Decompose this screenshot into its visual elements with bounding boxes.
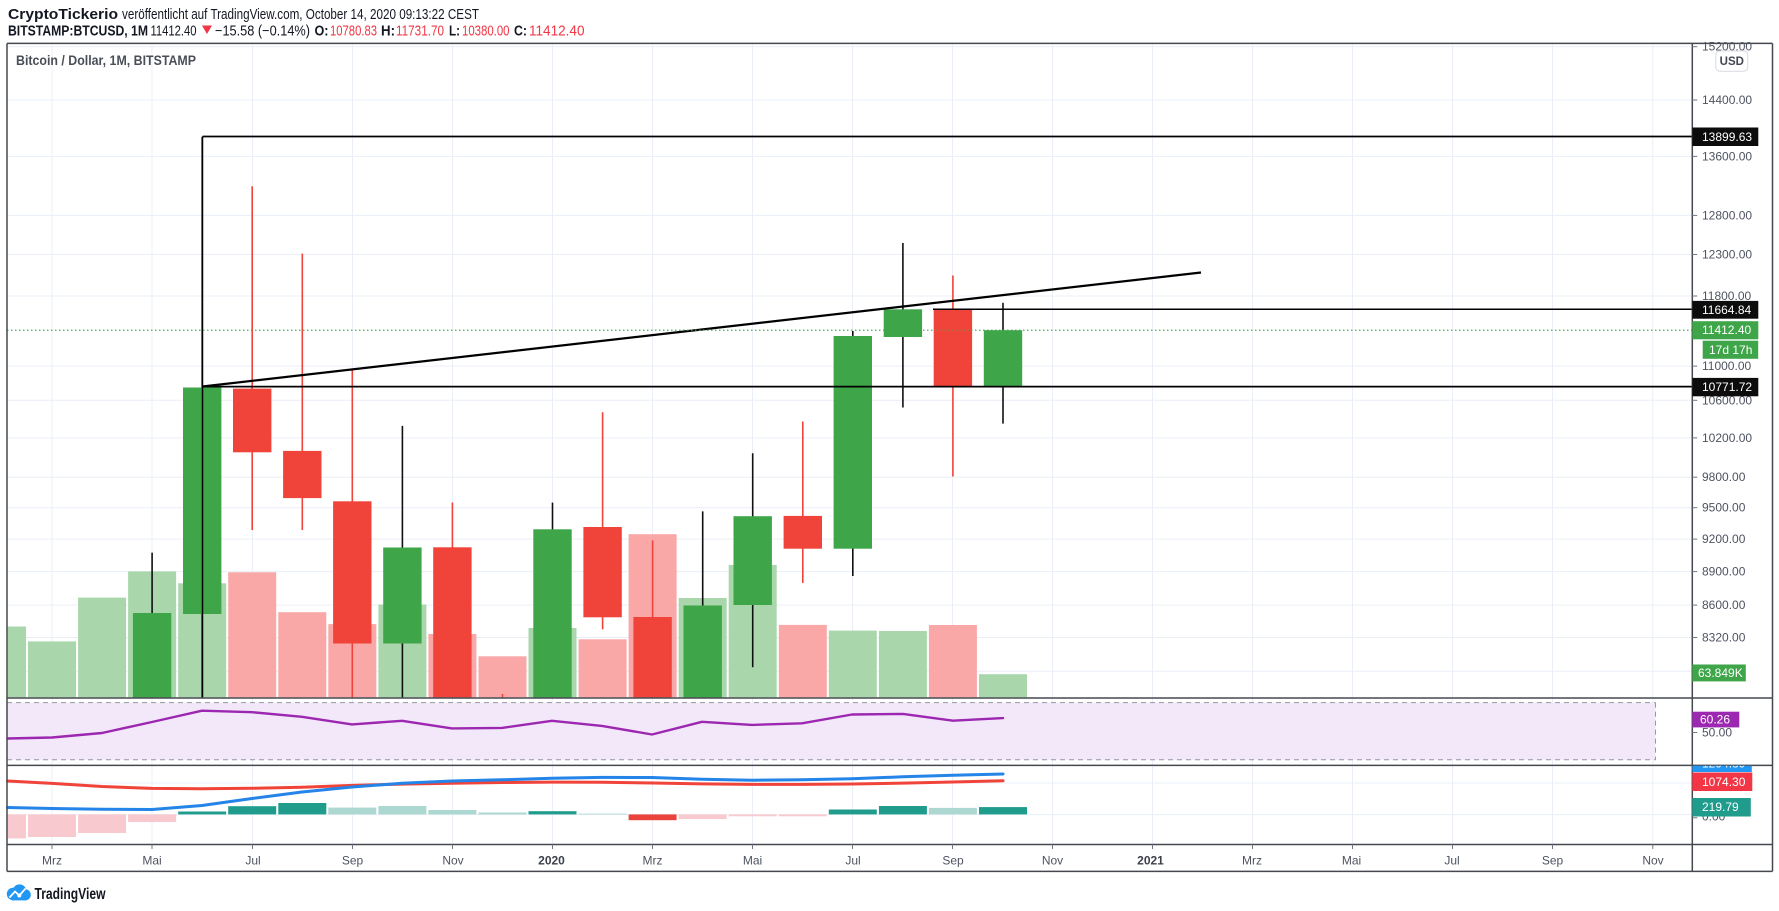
svg-text:Bitcoin / Dollar, 1M, BITSTAMP: Bitcoin / Dollar, 1M, BITSTAMP [16,53,196,68]
svg-text:Mai: Mai [1342,854,1361,868]
svg-text:8320.00: 8320.00 [1702,631,1746,645]
svg-text:63.849K: 63.849K [1698,666,1743,680]
svg-text:H:: H: [381,24,395,40]
svg-text:USD: USD [1720,56,1744,68]
svg-text:8600.00: 8600.00 [1702,598,1746,612]
svg-text:11412.40: 11412.40 [529,24,585,40]
svg-text:Mrz: Mrz [643,854,663,868]
svg-text:Sep: Sep [942,854,964,868]
svg-text:BITSTAMP:BTCUSD, 1M: BITSTAMP:BTCUSD, 1M [8,24,148,40]
svg-text:Mrz: Mrz [1242,854,1262,868]
svg-text:9500.00: 9500.00 [1702,501,1746,515]
svg-text:219.79: 219.79 [1702,800,1739,814]
svg-text:14400.00: 14400.00 [1702,93,1752,107]
svg-text:13899.63: 13899.63 [1702,130,1752,144]
svg-text:9200.00: 9200.00 [1702,532,1746,546]
svg-text:Nov: Nov [1642,854,1663,868]
svg-text:10200.00: 10200.00 [1702,431,1752,445]
svg-text:O:: O: [315,24,329,40]
svg-text:CryptoTickerio: CryptoTickerio [8,7,118,23]
svg-text:11664.84: 11664.84 [1702,303,1751,317]
svg-text:Mai: Mai [142,854,161,868]
svg-text:15200.00: 15200.00 [1702,40,1752,54]
svg-text:10771.72: 10771.72 [1702,380,1752,394]
svg-text:50.00: 50.00 [1702,726,1732,740]
svg-text:Jul: Jul [1444,854,1459,868]
svg-text:Nov: Nov [442,854,463,868]
svg-text:11000.00: 11000.00 [1702,359,1751,373]
svg-text:10380.00: 10380.00 [462,24,510,40]
svg-text:2020: 2020 [538,854,565,868]
svg-text:8900.00: 8900.00 [1702,565,1746,579]
svg-text:C:: C: [514,24,527,40]
svg-text:Jul: Jul [245,854,260,868]
svg-text:Mai: Mai [743,854,762,868]
svg-text:12800.00: 12800.00 [1702,208,1752,222]
svg-text:13600.00: 13600.00 [1702,149,1752,163]
svg-text:L:: L: [449,24,460,40]
svg-text:Sep: Sep [342,854,364,868]
svg-text:1074.30: 1074.30 [1702,775,1746,789]
svg-text:Nov: Nov [1042,854,1063,868]
svg-text:Jul: Jul [845,854,860,868]
svg-text:10780.83: 10780.83 [330,24,377,40]
svg-text:TradingView: TradingView [35,886,107,903]
svg-text:11412.40: 11412.40 [1702,323,1751,337]
svg-text:11731.70: 11731.70 [396,24,444,40]
svg-text:−15.58 (−0.14%): −15.58 (−0.14%) [215,24,310,40]
svg-text:17d 17h: 17d 17h [1709,343,1752,357]
svg-text:Mrz: Mrz [42,854,62,868]
svg-text:12300.00: 12300.00 [1702,248,1752,262]
svg-text:1294.89: 1294.89 [1702,757,1746,771]
svg-text:11800.00: 11800.00 [1702,289,1751,303]
svg-text:11412.40: 11412.40 [151,24,197,40]
svg-text:60.26: 60.26 [1700,713,1730,727]
svg-text:veröffentlicht auf TradingView: veröffentlicht auf TradingView.com, Octo… [122,7,479,23]
svg-text:10600.00: 10600.00 [1702,393,1752,407]
svg-text:2021: 2021 [1137,854,1164,868]
svg-text:Sep: Sep [1542,854,1564,868]
svg-text:9800.00: 9800.00 [1702,470,1746,484]
